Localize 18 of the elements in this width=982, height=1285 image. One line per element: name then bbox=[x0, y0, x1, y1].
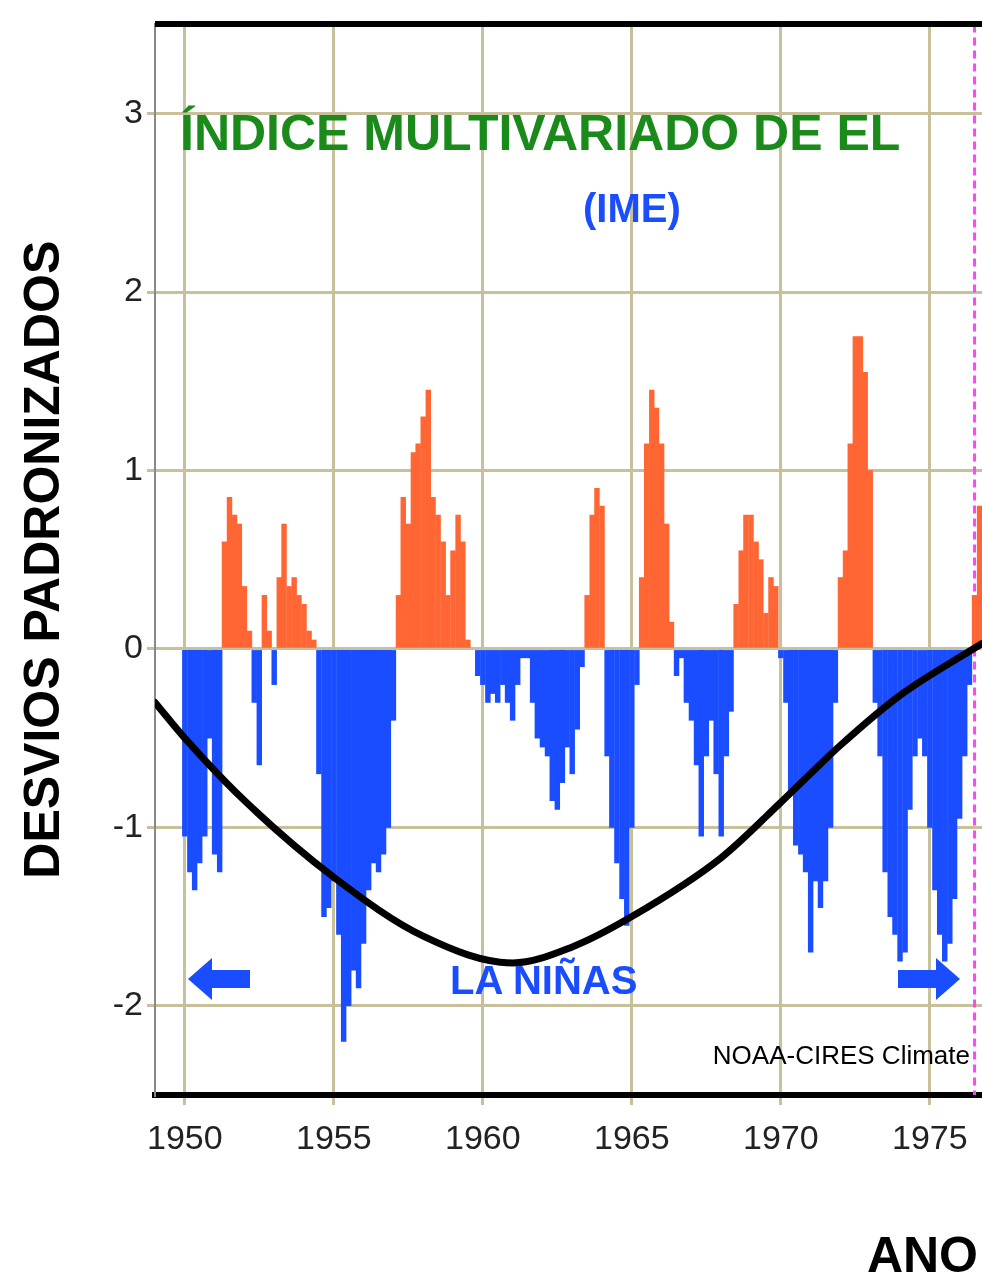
x-axis-title: ANO bbox=[866, 1226, 978, 1283]
y-tick-label: -1 bbox=[112, 805, 143, 844]
text: ÍNDICE MULTIVARIADO DE EL bbox=[180, 105, 901, 162]
y-tick-label: -2 bbox=[112, 984, 143, 1023]
y-tick-label: 1 bbox=[124, 448, 143, 487]
annotation: NOAA-CIRES Climate bbox=[712, 1040, 970, 1071]
annotation: LA NIÑAS bbox=[449, 957, 638, 1003]
x-tick-label: 1975 bbox=[892, 1117, 968, 1156]
text: (IME) bbox=[582, 186, 681, 231]
x-tick-label: 1960 bbox=[445, 1117, 521, 1156]
x-tick-label: 1970 bbox=[743, 1117, 819, 1156]
x-tick-label: 1950 bbox=[146, 1117, 223, 1156]
y-tick-label: 0 bbox=[124, 627, 143, 666]
x-tick-label: 1965 bbox=[594, 1117, 670, 1156]
y-tick-label: 2 bbox=[124, 270, 143, 309]
y-axis-title: DESVIOS PADRONIZADOS bbox=[13, 240, 70, 879]
y-tick-label: 3 bbox=[124, 91, 143, 130]
x-tick-label: 1955 bbox=[295, 1117, 372, 1156]
